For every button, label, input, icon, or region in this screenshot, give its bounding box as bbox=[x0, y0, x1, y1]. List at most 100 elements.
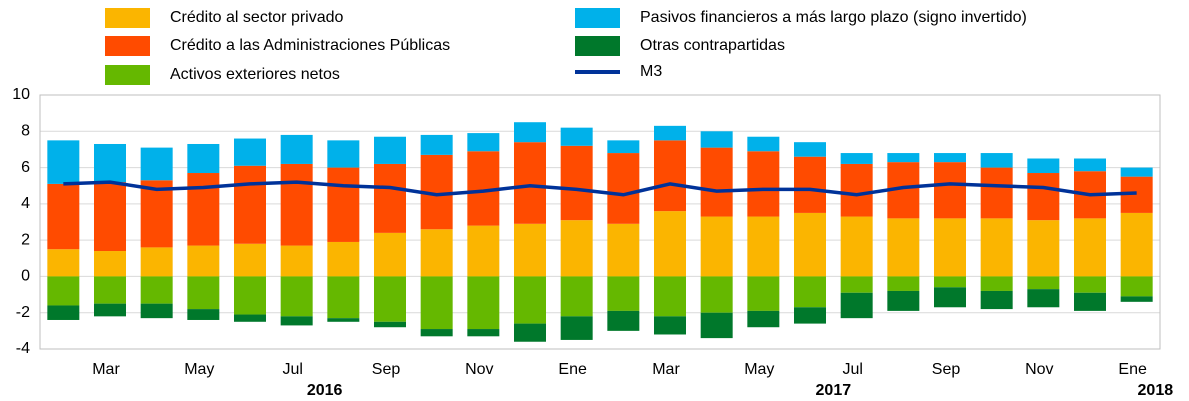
bar-segment bbox=[280, 245, 313, 277]
bar-segment bbox=[94, 182, 126, 252]
bar-segment bbox=[980, 167, 1013, 219]
x-tick-label: Jul bbox=[842, 361, 862, 378]
bar-segment bbox=[887, 290, 920, 311]
bar-segment bbox=[700, 216, 733, 277]
bar-segment bbox=[94, 276, 126, 304]
bar-segment bbox=[607, 153, 640, 224]
bar-segment bbox=[560, 316, 593, 340]
bar-segment bbox=[934, 218, 966, 277]
bar-segment bbox=[560, 145, 593, 221]
x-tick-label: Jul bbox=[282, 361, 302, 378]
bar-segment bbox=[514, 142, 546, 224]
bar-segment bbox=[327, 140, 360, 168]
bar-segment bbox=[374, 276, 406, 322]
x-tick-label: Sep bbox=[372, 361, 401, 378]
bar-segment bbox=[420, 329, 453, 337]
bar-segment bbox=[140, 147, 173, 181]
bar-segment bbox=[794, 156, 826, 213]
bar-segment bbox=[514, 323, 546, 342]
year-label: 2016 bbox=[307, 382, 343, 399]
bar-segment bbox=[280, 163, 313, 246]
bar-segment bbox=[840, 153, 873, 164]
bar-segment bbox=[934, 287, 966, 308]
bar-segment bbox=[1120, 276, 1153, 297]
y-tick-label: 6 bbox=[21, 159, 30, 176]
bar-segment bbox=[327, 318, 360, 322]
bar-segment bbox=[887, 218, 920, 277]
bar-segment bbox=[187, 245, 220, 277]
bar-segment bbox=[514, 122, 546, 143]
bar-segment bbox=[1120, 296, 1153, 302]
bar-segment bbox=[1074, 276, 1106, 293]
bar-segment bbox=[1027, 276, 1060, 290]
bar-segment bbox=[374, 136, 406, 164]
bar-segment bbox=[327, 241, 360, 277]
bar-segment bbox=[1074, 158, 1106, 172]
bar-segment bbox=[327, 167, 360, 242]
bar-segment bbox=[1120, 212, 1153, 277]
legend-swatch bbox=[105, 36, 150, 56]
bar-segment bbox=[234, 165, 266, 244]
bar-segment bbox=[1027, 173, 1060, 221]
bar-segment bbox=[654, 316, 686, 335]
bar-segment bbox=[234, 138, 266, 166]
x-tick-label: Sep bbox=[932, 361, 961, 378]
bar-segment bbox=[700, 312, 733, 339]
bar-segment bbox=[794, 276, 826, 308]
bar-segment bbox=[187, 143, 220, 174]
bar-segment bbox=[94, 251, 126, 277]
bar-segment bbox=[794, 212, 826, 277]
bar-segment bbox=[467, 133, 500, 152]
bar-segment bbox=[654, 140, 686, 212]
bar-segment bbox=[607, 310, 640, 331]
bar-segment bbox=[187, 309, 220, 320]
bar-segment bbox=[467, 276, 500, 330]
line bbox=[63, 180, 1137, 197]
bar-segment bbox=[794, 307, 826, 324]
legend-label: Crédito a las Administraciones Públicas bbox=[170, 37, 450, 54]
bar-segment bbox=[140, 247, 173, 277]
bar-segment bbox=[840, 292, 873, 319]
x-tick-label: May bbox=[184, 361, 214, 378]
bar-segment bbox=[607, 276, 640, 311]
bar-segment bbox=[234, 243, 266, 277]
bar-segment bbox=[94, 143, 126, 183]
bar-segment bbox=[374, 232, 406, 277]
bar-segment bbox=[420, 229, 453, 277]
x-tick-label: Ene bbox=[558, 361, 587, 378]
legend-swatch bbox=[575, 36, 620, 56]
bar-segment bbox=[514, 223, 546, 277]
y-tick-label: 0 bbox=[21, 268, 30, 285]
bar-segment bbox=[840, 216, 873, 277]
bar-segment bbox=[280, 276, 313, 317]
bar-segment bbox=[980, 276, 1013, 291]
bar-segment bbox=[934, 162, 966, 219]
bar-segment bbox=[47, 305, 80, 320]
x-tick-label: May bbox=[744, 361, 774, 378]
bar-segment bbox=[47, 183, 80, 250]
bar-segment bbox=[560, 127, 593, 146]
bar-segment bbox=[94, 303, 126, 317]
legend-label: Activos exteriores netos bbox=[170, 66, 340, 83]
bar-segment bbox=[934, 153, 966, 163]
y-tick-label: 10 bbox=[12, 86, 30, 103]
bar-segment bbox=[467, 329, 500, 337]
bar-segment bbox=[747, 216, 780, 277]
legend-label: Pasivos financieros a más largo plazo (s… bbox=[640, 9, 1027, 26]
bar-segment bbox=[607, 140, 640, 154]
bar-segment bbox=[934, 276, 966, 288]
bar-segment bbox=[47, 276, 80, 306]
bar-segment bbox=[700, 276, 733, 313]
bar-segment bbox=[700, 131, 733, 148]
bar-segment bbox=[1120, 167, 1153, 177]
bar-segment bbox=[980, 218, 1013, 277]
legend-swatch bbox=[105, 65, 150, 85]
legend-label: Otras contrapartidas bbox=[640, 37, 785, 54]
x-tick-label: Mar bbox=[92, 361, 120, 378]
bar-segment bbox=[374, 321, 406, 328]
bar-segment bbox=[607, 223, 640, 277]
y-tick-label: 4 bbox=[21, 195, 30, 212]
bar-segment bbox=[1027, 158, 1060, 174]
bar-segment bbox=[794, 142, 826, 157]
